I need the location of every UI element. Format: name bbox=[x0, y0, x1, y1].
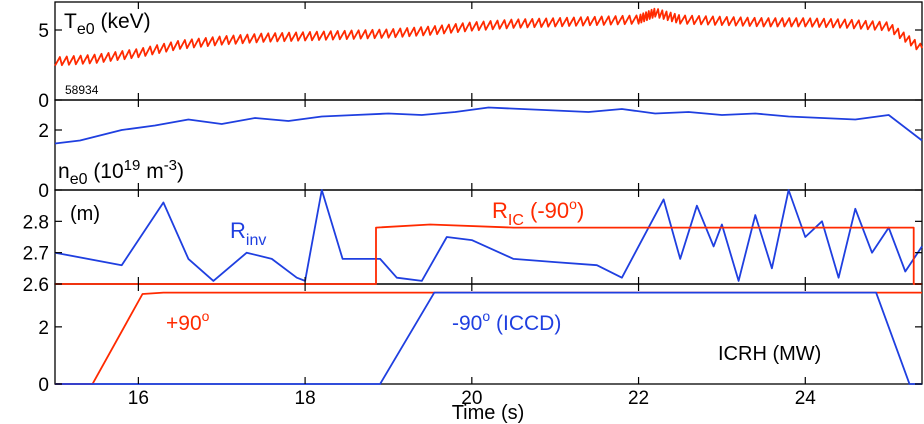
ne0-label-unit-a: (10 bbox=[87, 160, 123, 183]
m90-label-rest: (ICCD) bbox=[490, 312, 561, 335]
series-line-Te0-0 bbox=[54, 7, 923, 67]
y-tick-label-R: 2.6 bbox=[23, 275, 49, 296]
y-tick-label-ne0: 2 bbox=[38, 121, 49, 142]
ne0-label: ne0 (1019 m-3) bbox=[58, 157, 184, 188]
icrh-label: ICRH (MW) bbox=[718, 343, 821, 365]
x-tick-label: 20 bbox=[461, 388, 482, 409]
ric-label-deg: o bbox=[569, 196, 577, 212]
te0-label: Te0 (keV) bbox=[64, 10, 151, 38]
ric-label-rest: (-90 bbox=[524, 198, 569, 223]
y-tick-label-ICRH: 0 bbox=[38, 375, 49, 396]
shot-label: 58934 bbox=[65, 83, 99, 97]
ric-label-sub: IC bbox=[508, 212, 524, 229]
y-tick-label-R: 2.8 bbox=[23, 212, 49, 233]
panel-te0-frame bbox=[54, 1, 923, 101]
p90-label-main: +90 bbox=[166, 312, 202, 335]
ne0-label-main: n bbox=[58, 160, 70, 183]
series-line-ne0-0 bbox=[54, 106, 923, 145]
m90-label-main: -90 bbox=[452, 312, 482, 335]
panel-icrh-frame bbox=[54, 283, 923, 385]
p90-label-deg: o bbox=[202, 308, 210, 324]
ric-label-main: R bbox=[492, 198, 508, 223]
series-line-R-R_IC bbox=[55, 223, 922, 285]
y-tick-label-Te0: 5 bbox=[38, 21, 49, 42]
panel-r-frame bbox=[54, 189, 923, 285]
m90-label: -90o (ICCD) bbox=[452, 308, 561, 335]
te0-label-main: T bbox=[64, 10, 77, 33]
chart-ticks: 0 5 0 2 2.6 2.7 2.8 0 2 16 18 20 22 24 bbox=[23, 2, 922, 409]
ne0-label-sup2: -3 bbox=[164, 157, 177, 174]
rinv-label: Rinv bbox=[230, 218, 266, 249]
x-tick-label: 22 bbox=[628, 388, 649, 409]
ric-label: RIC (-90o) bbox=[492, 196, 584, 229]
x-axis-label: Time (s) bbox=[452, 402, 525, 424]
m90-label-deg: o bbox=[482, 308, 490, 324]
x-tick-label: 18 bbox=[295, 388, 316, 409]
y-tick-label-Te0: 0 bbox=[38, 91, 49, 112]
ne0-label-sub: e0 bbox=[70, 171, 88, 188]
p90-label: +90o bbox=[166, 308, 210, 335]
x-tick-label: 16 bbox=[128, 388, 149, 409]
x-tick-label: 24 bbox=[795, 388, 817, 409]
ne0-label-unit-b: m bbox=[140, 160, 163, 183]
ric-label-close: ) bbox=[577, 198, 584, 223]
r-unit-label: (m) bbox=[70, 203, 100, 225]
y-tick-label-ICRH: 2 bbox=[38, 318, 49, 339]
series-line-R-R_inv bbox=[54, 189, 923, 282]
ne0-label-unit-c: ) bbox=[177, 160, 184, 183]
te0-label-unit: (keV) bbox=[95, 10, 151, 33]
rinv-label-main: R bbox=[230, 218, 246, 243]
rinv-label-sub: inv bbox=[246, 232, 266, 249]
panel-ne0-frame bbox=[54, 99, 923, 191]
te0-label-sub: e0 bbox=[77, 21, 95, 38]
y-tick-label-R: 2.7 bbox=[23, 244, 49, 265]
y-tick-label-ne0: 0 bbox=[38, 181, 49, 202]
ne0-label-sup1: 19 bbox=[124, 157, 141, 174]
series-line-ICRH--90 bbox=[55, 291, 922, 385]
chart-marks bbox=[54, 7, 923, 385]
series-line-ICRH-+90 bbox=[55, 291, 922, 385]
